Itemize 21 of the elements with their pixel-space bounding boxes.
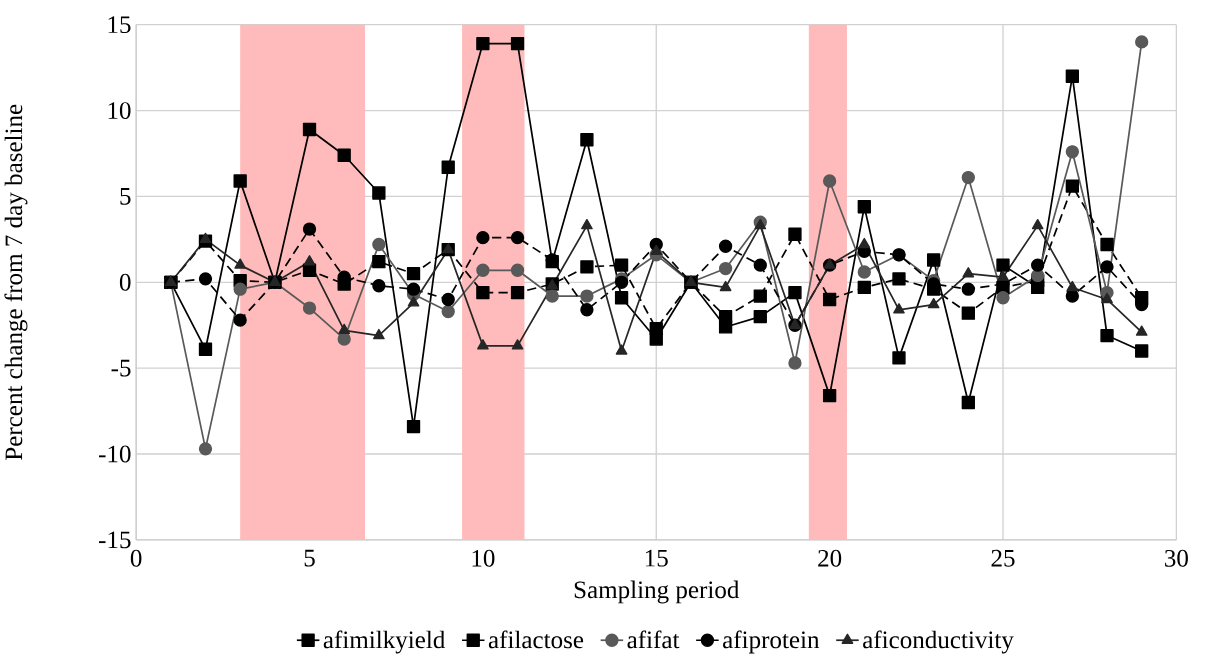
x-tick-label: 10 — [472, 550, 495, 567]
x-tick-label: 5 — [304, 550, 315, 567]
y-tick-label: -10 — [99, 445, 131, 463]
x-tick-label: 25 — [991, 550, 1015, 567]
x-tick-label: 30 — [1165, 550, 1188, 567]
y-tick-label: 10 — [108, 102, 131, 120]
y-tick-label: 5 — [120, 188, 131, 205]
x-tick-label: 15 — [645, 550, 668, 567]
y-tick-label: -5 — [111, 360, 131, 377]
x-tick-label: 0 — [130, 550, 142, 567]
legend-label: afifat — [627, 630, 680, 649]
y-tick-label: 15 — [108, 16, 131, 34]
legend-label: afilactose — [488, 630, 584, 649]
y-tick-label: 0 — [119, 274, 131, 291]
x-tick-label: 20 — [818, 550, 842, 567]
y-axis-title: Percent change from 7 day baseline — [4, 104, 28, 461]
legend-label: afimilkyield — [323, 630, 446, 654]
y-tick-label: -15 — [99, 531, 131, 549]
x-axis-title: Sampling period — [574, 580, 740, 604]
legend-label: afiprotein — [723, 630, 820, 654]
legend-label: aficonductivity — [863, 630, 1014, 654]
